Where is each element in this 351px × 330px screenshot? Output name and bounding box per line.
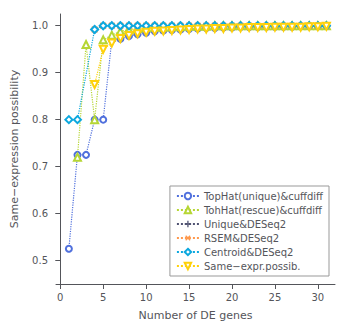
svg-text:0.8: 0.8 bbox=[32, 114, 48, 125]
svg-text:TopHat(unique)&cuffdiff: TopHat(unique)&cuffdiff bbox=[203, 191, 324, 202]
svg-text:20: 20 bbox=[226, 292, 239, 303]
svg-text:0: 0 bbox=[57, 292, 63, 303]
svg-text:RSEM&DESeq2: RSEM&DESeq2 bbox=[204, 233, 279, 244]
svg-text:0.5: 0.5 bbox=[32, 255, 48, 266]
svg-text:0.9: 0.9 bbox=[32, 67, 48, 78]
svg-text:TohHat(rescue)&cuffdiff: TohHat(rescue)&cuffdiff bbox=[203, 205, 323, 216]
svg-text:1.0: 1.0 bbox=[32, 20, 48, 31]
svg-text:25: 25 bbox=[269, 292, 282, 303]
svg-text:5: 5 bbox=[100, 292, 106, 303]
svg-text:0.6: 0.6 bbox=[32, 208, 48, 219]
svg-text:Number of DE genes: Number of DE genes bbox=[139, 309, 253, 322]
svg-text:0.7: 0.7 bbox=[32, 161, 48, 172]
svg-text:30: 30 bbox=[311, 292, 324, 303]
svg-text:Same−expr.possib.: Same−expr.possib. bbox=[204, 261, 301, 272]
svg-text:Same−expression possibility: Same−expression possibility bbox=[8, 69, 21, 228]
svg-text:15: 15 bbox=[183, 292, 196, 303]
svg-text:10: 10 bbox=[140, 292, 153, 303]
svg-text:Unique&DESeq2: Unique&DESeq2 bbox=[204, 219, 286, 230]
svg-text:Centroid&DESeq2: Centroid&DESeq2 bbox=[204, 247, 294, 258]
